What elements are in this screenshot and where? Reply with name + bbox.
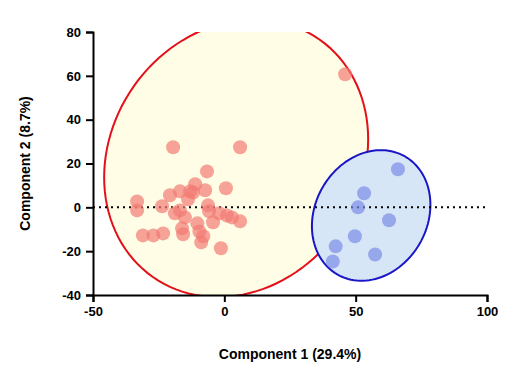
tick-label: 0: [74, 200, 81, 215]
tick: 80: [67, 25, 93, 40]
tick-mark: [86, 207, 93, 209]
point: [329, 239, 343, 253]
tick-mark: [86, 163, 93, 165]
point: [196, 229, 210, 243]
plot-area: [93, 32, 487, 295]
point: [130, 203, 144, 217]
x-axis: -50 0 50 100: [84, 295, 498, 319]
tick-mark: [86, 295, 93, 297]
point: [348, 229, 362, 243]
tick-label: -50: [84, 304, 103, 319]
point: [368, 247, 382, 261]
tick: -20: [62, 244, 93, 259]
point: [156, 226, 170, 240]
tick: 50: [349, 295, 363, 319]
tick-label: 40: [67, 112, 81, 127]
tick-label: 100: [477, 304, 499, 319]
point: [357, 186, 371, 200]
tick-mark: [86, 75, 93, 77]
axis-line: [94, 296, 488, 303]
y-axis-title: Component 2 (8.7%): [17, 96, 33, 231]
tick: 60: [67, 68, 93, 83]
point: [351, 200, 365, 214]
axis-line: [86, 33, 94, 296]
point: [198, 183, 212, 197]
point: [166, 140, 180, 154]
tick-label: 20: [67, 156, 81, 171]
point: [219, 181, 233, 195]
tick-label: 60: [67, 68, 81, 83]
tick: -50: [84, 295, 103, 319]
tick: 40: [67, 112, 93, 127]
tick-mark: [86, 119, 93, 121]
tick-label: 0: [221, 304, 228, 319]
reference-line: [93, 206, 487, 208]
point: [233, 214, 247, 228]
tick: 100: [477, 295, 499, 319]
y-axis: -40 -20 0 20 40 60 80: [62, 25, 93, 303]
tick: 20: [67, 156, 93, 171]
tick-label: 50: [349, 304, 363, 319]
point: [382, 213, 396, 227]
tick: 0: [221, 295, 228, 319]
point: [233, 140, 247, 154]
tick-mark: [224, 295, 226, 302]
tick-mark: [86, 251, 93, 253]
tick-label: 80: [67, 25, 81, 40]
chart: -50 0 50 100 -40 -20 0 20 40 60 80 Component 1 (29.…: [0, 0, 521, 390]
group-ellipse: [312, 150, 430, 281]
x-axis-title: Component 1 (29.4%): [219, 346, 361, 362]
series-points: [130, 67, 352, 255]
point: [200, 164, 214, 178]
point: [176, 227, 190, 241]
point: [391, 162, 405, 176]
tick-mark: [355, 295, 357, 302]
series-points: [326, 162, 405, 268]
tick: -40: [62, 288, 93, 303]
tick-label: -40: [62, 288, 81, 303]
point: [326, 254, 340, 268]
point: [338, 67, 352, 81]
tick-mark: [86, 32, 93, 34]
point: [214, 241, 228, 255]
tick-label: -20: [62, 244, 81, 259]
tick: 0: [74, 200, 93, 215]
tick-mark: [487, 295, 489, 302]
point: [178, 210, 192, 224]
